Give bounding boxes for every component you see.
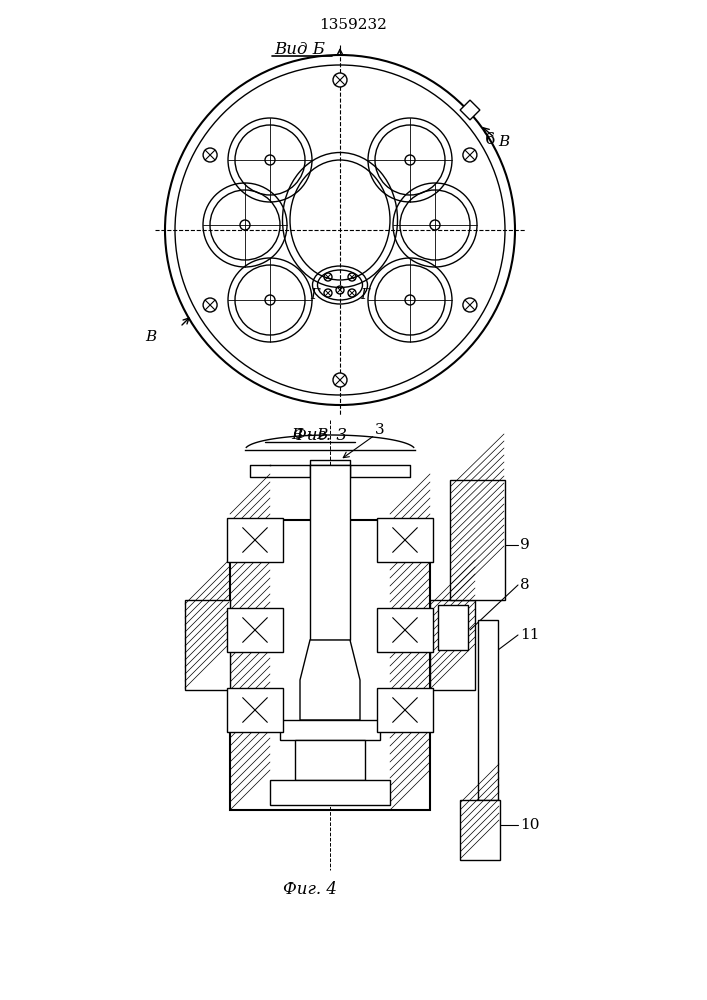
Circle shape xyxy=(430,220,440,230)
Bar xyxy=(377,518,433,562)
Text: 9: 9 xyxy=(520,538,530,552)
Text: 10: 10 xyxy=(520,818,539,832)
Polygon shape xyxy=(300,640,360,720)
Text: В: В xyxy=(145,330,156,344)
Circle shape xyxy=(405,155,415,165)
Text: Фиг. 3: Фиг. 3 xyxy=(293,426,347,444)
Circle shape xyxy=(333,73,347,87)
Circle shape xyxy=(240,220,250,230)
Text: Г: Г xyxy=(310,288,320,302)
Bar xyxy=(460,100,480,120)
Text: В - В: В - В xyxy=(291,428,329,442)
Text: Г: Г xyxy=(361,288,370,302)
Bar xyxy=(280,720,380,740)
Circle shape xyxy=(333,373,347,387)
Bar xyxy=(377,608,433,652)
Circle shape xyxy=(203,148,217,162)
Circle shape xyxy=(265,295,275,305)
Circle shape xyxy=(405,295,415,305)
Bar xyxy=(230,520,430,810)
Bar xyxy=(377,688,433,732)
Bar xyxy=(310,465,350,640)
Circle shape xyxy=(463,298,477,312)
Circle shape xyxy=(463,148,477,162)
Text: 1359232: 1359232 xyxy=(319,18,387,32)
Bar xyxy=(227,688,283,732)
Text: 8: 8 xyxy=(520,578,530,592)
Text: Фиг. 4: Фиг. 4 xyxy=(283,882,337,898)
Polygon shape xyxy=(185,600,230,690)
Bar xyxy=(478,620,498,800)
Text: В: В xyxy=(498,135,509,149)
Circle shape xyxy=(203,298,217,312)
Bar xyxy=(227,608,283,652)
Bar xyxy=(438,605,468,650)
Text: 6: 6 xyxy=(485,131,496,148)
Bar xyxy=(460,800,500,860)
Circle shape xyxy=(265,155,275,165)
Text: Вид Б: Вид Б xyxy=(274,41,325,58)
Bar xyxy=(270,780,390,805)
Polygon shape xyxy=(430,600,475,690)
Bar xyxy=(450,480,505,600)
Bar xyxy=(227,518,283,562)
Text: 3: 3 xyxy=(375,423,385,437)
Text: 11: 11 xyxy=(520,628,539,642)
Bar xyxy=(295,740,365,780)
